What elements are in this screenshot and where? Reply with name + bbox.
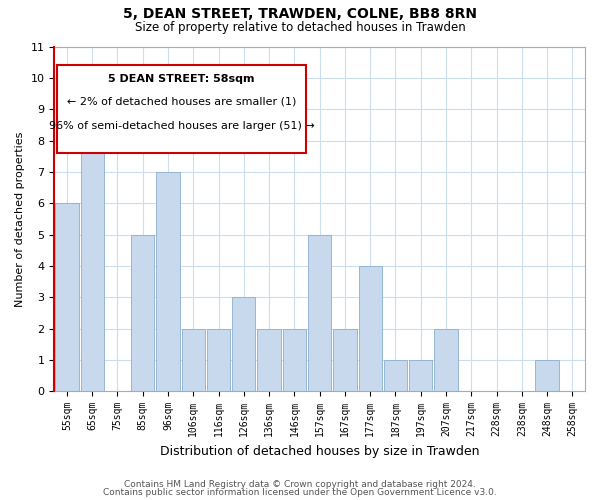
- Text: Size of property relative to detached houses in Trawden: Size of property relative to detached ho…: [134, 21, 466, 34]
- Bar: [257, 328, 281, 391]
- Bar: [308, 234, 331, 391]
- Bar: [80, 109, 104, 391]
- Bar: [434, 328, 458, 391]
- Y-axis label: Number of detached properties: Number of detached properties: [15, 131, 25, 306]
- Text: ← 2% of detached houses are smaller (1): ← 2% of detached houses are smaller (1): [67, 96, 296, 106]
- Bar: [384, 360, 407, 391]
- Text: 5, DEAN STREET, TRAWDEN, COLNE, BB8 8RN: 5, DEAN STREET, TRAWDEN, COLNE, BB8 8RN: [123, 8, 477, 22]
- Bar: [333, 328, 356, 391]
- Text: Contains HM Land Registry data © Crown copyright and database right 2024.: Contains HM Land Registry data © Crown c…: [124, 480, 476, 489]
- Bar: [131, 234, 154, 391]
- Bar: [157, 172, 179, 391]
- Bar: [232, 297, 256, 391]
- Text: Contains public sector information licensed under the Open Government Licence v3: Contains public sector information licen…: [103, 488, 497, 497]
- Bar: [207, 328, 230, 391]
- X-axis label: Distribution of detached houses by size in Trawden: Distribution of detached houses by size …: [160, 444, 479, 458]
- FancyBboxPatch shape: [57, 66, 307, 154]
- Bar: [182, 328, 205, 391]
- Bar: [55, 203, 79, 391]
- Text: 96% of semi-detached houses are larger (51) →: 96% of semi-detached houses are larger (…: [49, 120, 314, 130]
- Bar: [283, 328, 306, 391]
- Bar: [535, 360, 559, 391]
- Bar: [359, 266, 382, 391]
- Bar: [409, 360, 433, 391]
- Text: 5 DEAN STREET: 58sqm: 5 DEAN STREET: 58sqm: [109, 74, 255, 84]
